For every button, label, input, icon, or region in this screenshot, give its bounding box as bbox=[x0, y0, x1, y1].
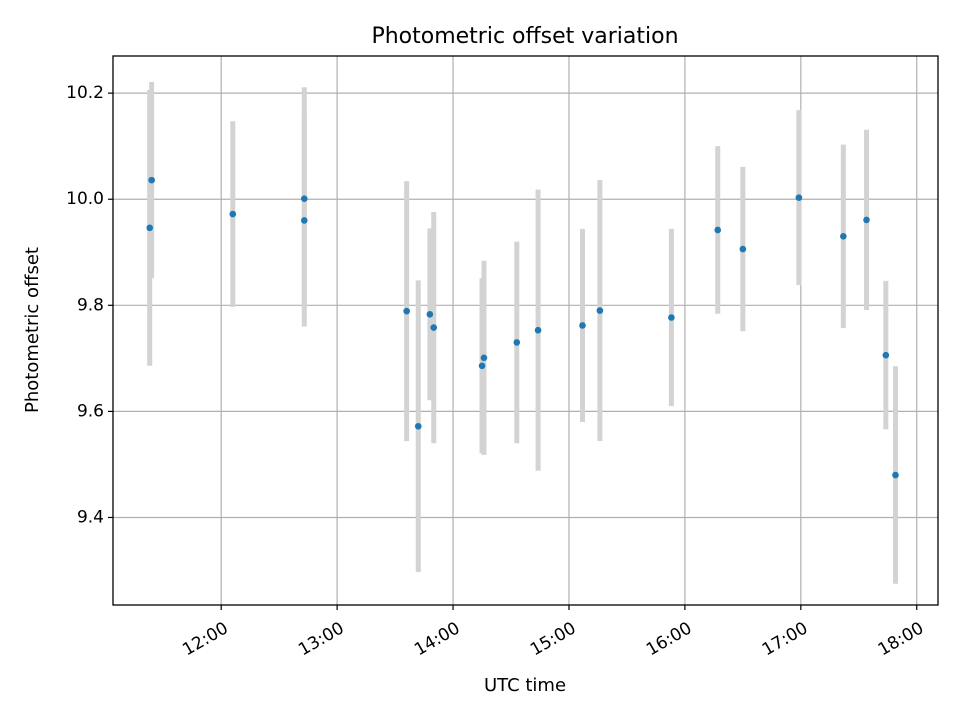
x-axis-ticks: 12:00 13:00 14:00 15:00 16:00 17:00 18:00 bbox=[179, 605, 927, 660]
y-axis-label: Photometric offset bbox=[22, 247, 43, 413]
data-point bbox=[229, 210, 237, 218]
y-tick-label: 9.8 bbox=[77, 295, 104, 315]
data-point bbox=[840, 233, 847, 240]
data-point bbox=[892, 471, 899, 479]
data-point bbox=[579, 322, 586, 329]
data-point bbox=[300, 217, 308, 224]
grid-lines bbox=[113, 56, 938, 605]
data-point bbox=[148, 176, 155, 184]
data-point bbox=[534, 326, 542, 334]
error-bars bbox=[147, 81, 898, 584]
data-points bbox=[146, 176, 899, 479]
y-tick-label: 9.4 bbox=[77, 507, 104, 527]
x-tick-label: 14:00 bbox=[411, 618, 463, 660]
y-tick-label: 10.2 bbox=[66, 83, 104, 103]
data-point bbox=[739, 245, 747, 253]
x-axis-label: UTC time bbox=[484, 675, 566, 696]
data-point bbox=[668, 314, 675, 321]
data-point bbox=[513, 339, 521, 346]
x-tick-label: 12:00 bbox=[179, 618, 231, 660]
x-tick-label: 18:00 bbox=[875, 618, 927, 660]
data-point bbox=[863, 216, 870, 224]
y-axis-ticks: 9.4 9.6 9.8 10.0 10.2 bbox=[66, 83, 113, 527]
data-point bbox=[430, 324, 438, 331]
y-tick-label: 9.6 bbox=[77, 401, 104, 421]
data-point bbox=[426, 311, 434, 318]
data-point bbox=[596, 307, 604, 314]
data-point bbox=[414, 422, 422, 430]
x-tick-label: 13:00 bbox=[295, 618, 347, 660]
data-point bbox=[478, 362, 486, 370]
data-point bbox=[146, 224, 154, 232]
x-tick-label: 15:00 bbox=[527, 618, 579, 660]
data-point bbox=[795, 194, 803, 201]
x-tick-label: 17:00 bbox=[759, 618, 811, 660]
chart-title: Photometric offset variation bbox=[371, 24, 678, 49]
y-tick-label: 10.0 bbox=[66, 189, 104, 209]
data-point bbox=[714, 226, 722, 234]
data-point bbox=[882, 351, 890, 359]
data-point bbox=[480, 354, 488, 362]
x-tick-label: 16:00 bbox=[643, 618, 695, 660]
plot-frame bbox=[112, 55, 939, 606]
data-point bbox=[300, 195, 308, 202]
data-point bbox=[403, 307, 410, 315]
